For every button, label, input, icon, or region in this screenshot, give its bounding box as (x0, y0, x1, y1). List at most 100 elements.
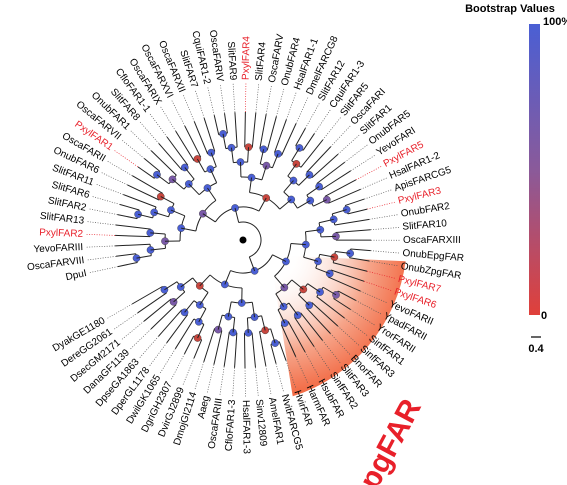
branch (328, 188, 361, 204)
branch-arc (238, 221, 262, 258)
branch (166, 136, 189, 166)
bootstrap-node (231, 204, 239, 212)
leaf-guide (101, 172, 128, 186)
branch (136, 255, 152, 259)
root-node (239, 236, 247, 244)
branch (150, 304, 177, 330)
branch (175, 130, 195, 162)
branch (320, 170, 351, 191)
bootstrap-node (206, 165, 215, 173)
branch (184, 125, 202, 158)
branch (234, 332, 238, 368)
bootstrap-node (160, 285, 169, 294)
leaf-label: HsalFAR1-3 (240, 400, 252, 455)
branch (349, 257, 370, 262)
branch (306, 186, 320, 196)
tree-layer (86, 83, 401, 397)
branch (115, 243, 151, 247)
branch (311, 153, 339, 179)
branch (154, 211, 169, 218)
leaf-guide (295, 96, 309, 124)
leaf-guide (87, 255, 117, 261)
branch (117, 261, 138, 268)
branch (311, 302, 339, 327)
legend-min: 0 (541, 310, 547, 322)
branch (217, 315, 223, 330)
bootstrap-node (167, 206, 175, 214)
legend-max: 100% (543, 16, 567, 28)
leaf-guide (344, 144, 368, 163)
leaf-guide (265, 85, 272, 115)
branch (294, 317, 315, 347)
leaf-guide (194, 361, 205, 390)
branch (230, 147, 234, 163)
branch (274, 275, 285, 288)
bootstrap-node (274, 150, 282, 158)
branch (306, 146, 332, 173)
leaf-label: CfloFAR1-3 (224, 399, 238, 452)
leaf-guide (355, 165, 382, 181)
branch (174, 318, 195, 349)
branch (127, 184, 160, 201)
branch (184, 300, 195, 313)
bootstrap-node (195, 301, 204, 309)
leaf-guide (322, 116, 342, 141)
leaf-guide (232, 367, 235, 397)
branch (156, 174, 170, 185)
branch (213, 330, 223, 365)
branch (181, 227, 196, 232)
leaf-guide (139, 335, 159, 359)
branch (137, 213, 153, 219)
leaf-guide (170, 353, 185, 380)
branch (213, 115, 220, 135)
branch (322, 286, 337, 296)
branch (332, 209, 347, 215)
bootstrap-node (329, 215, 338, 224)
branch (184, 167, 195, 180)
branch (270, 328, 276, 344)
branch (259, 331, 267, 367)
branch (303, 256, 319, 262)
leaf-guide (87, 221, 116, 226)
leaf-guide (370, 250, 400, 254)
branch (307, 283, 321, 293)
leaf-guide (286, 92, 297, 120)
branch (278, 341, 287, 361)
branch (197, 324, 205, 339)
leaf-guide (121, 139, 145, 159)
leaf-guide (265, 365, 272, 395)
branch (150, 150, 177, 176)
branch (251, 302, 256, 318)
branch (335, 251, 351, 254)
clade-label: pgFAR (353, 394, 428, 485)
leaf-guide (275, 363, 284, 392)
branch (274, 119, 287, 153)
leaf-guide (139, 121, 160, 144)
branch (170, 209, 186, 217)
branch (298, 174, 310, 186)
colorbar (529, 24, 540, 315)
bootstrap-node (214, 325, 222, 334)
branch (202, 213, 216, 223)
branch (251, 332, 256, 368)
legend-title: Bootstrap Values (465, 3, 555, 15)
branch (246, 317, 249, 333)
branch (117, 214, 138, 220)
branch (320, 235, 336, 238)
leaf-guide (89, 208, 118, 215)
branch (306, 307, 331, 334)
leaf-label: Aaeg (196, 395, 212, 420)
leaf-guide (149, 342, 168, 367)
leaf-guide (195, 90, 205, 119)
leaf-guide (171, 100, 186, 127)
branch (287, 163, 297, 177)
branch (313, 199, 328, 207)
branch (345, 198, 365, 206)
leaf-guide (96, 183, 124, 195)
leaf-guide (92, 196, 121, 205)
branch (193, 121, 209, 155)
leaf-guide (130, 130, 152, 151)
branch (132, 175, 163, 194)
leaf-guide (255, 83, 260, 113)
branch (137, 292, 167, 314)
